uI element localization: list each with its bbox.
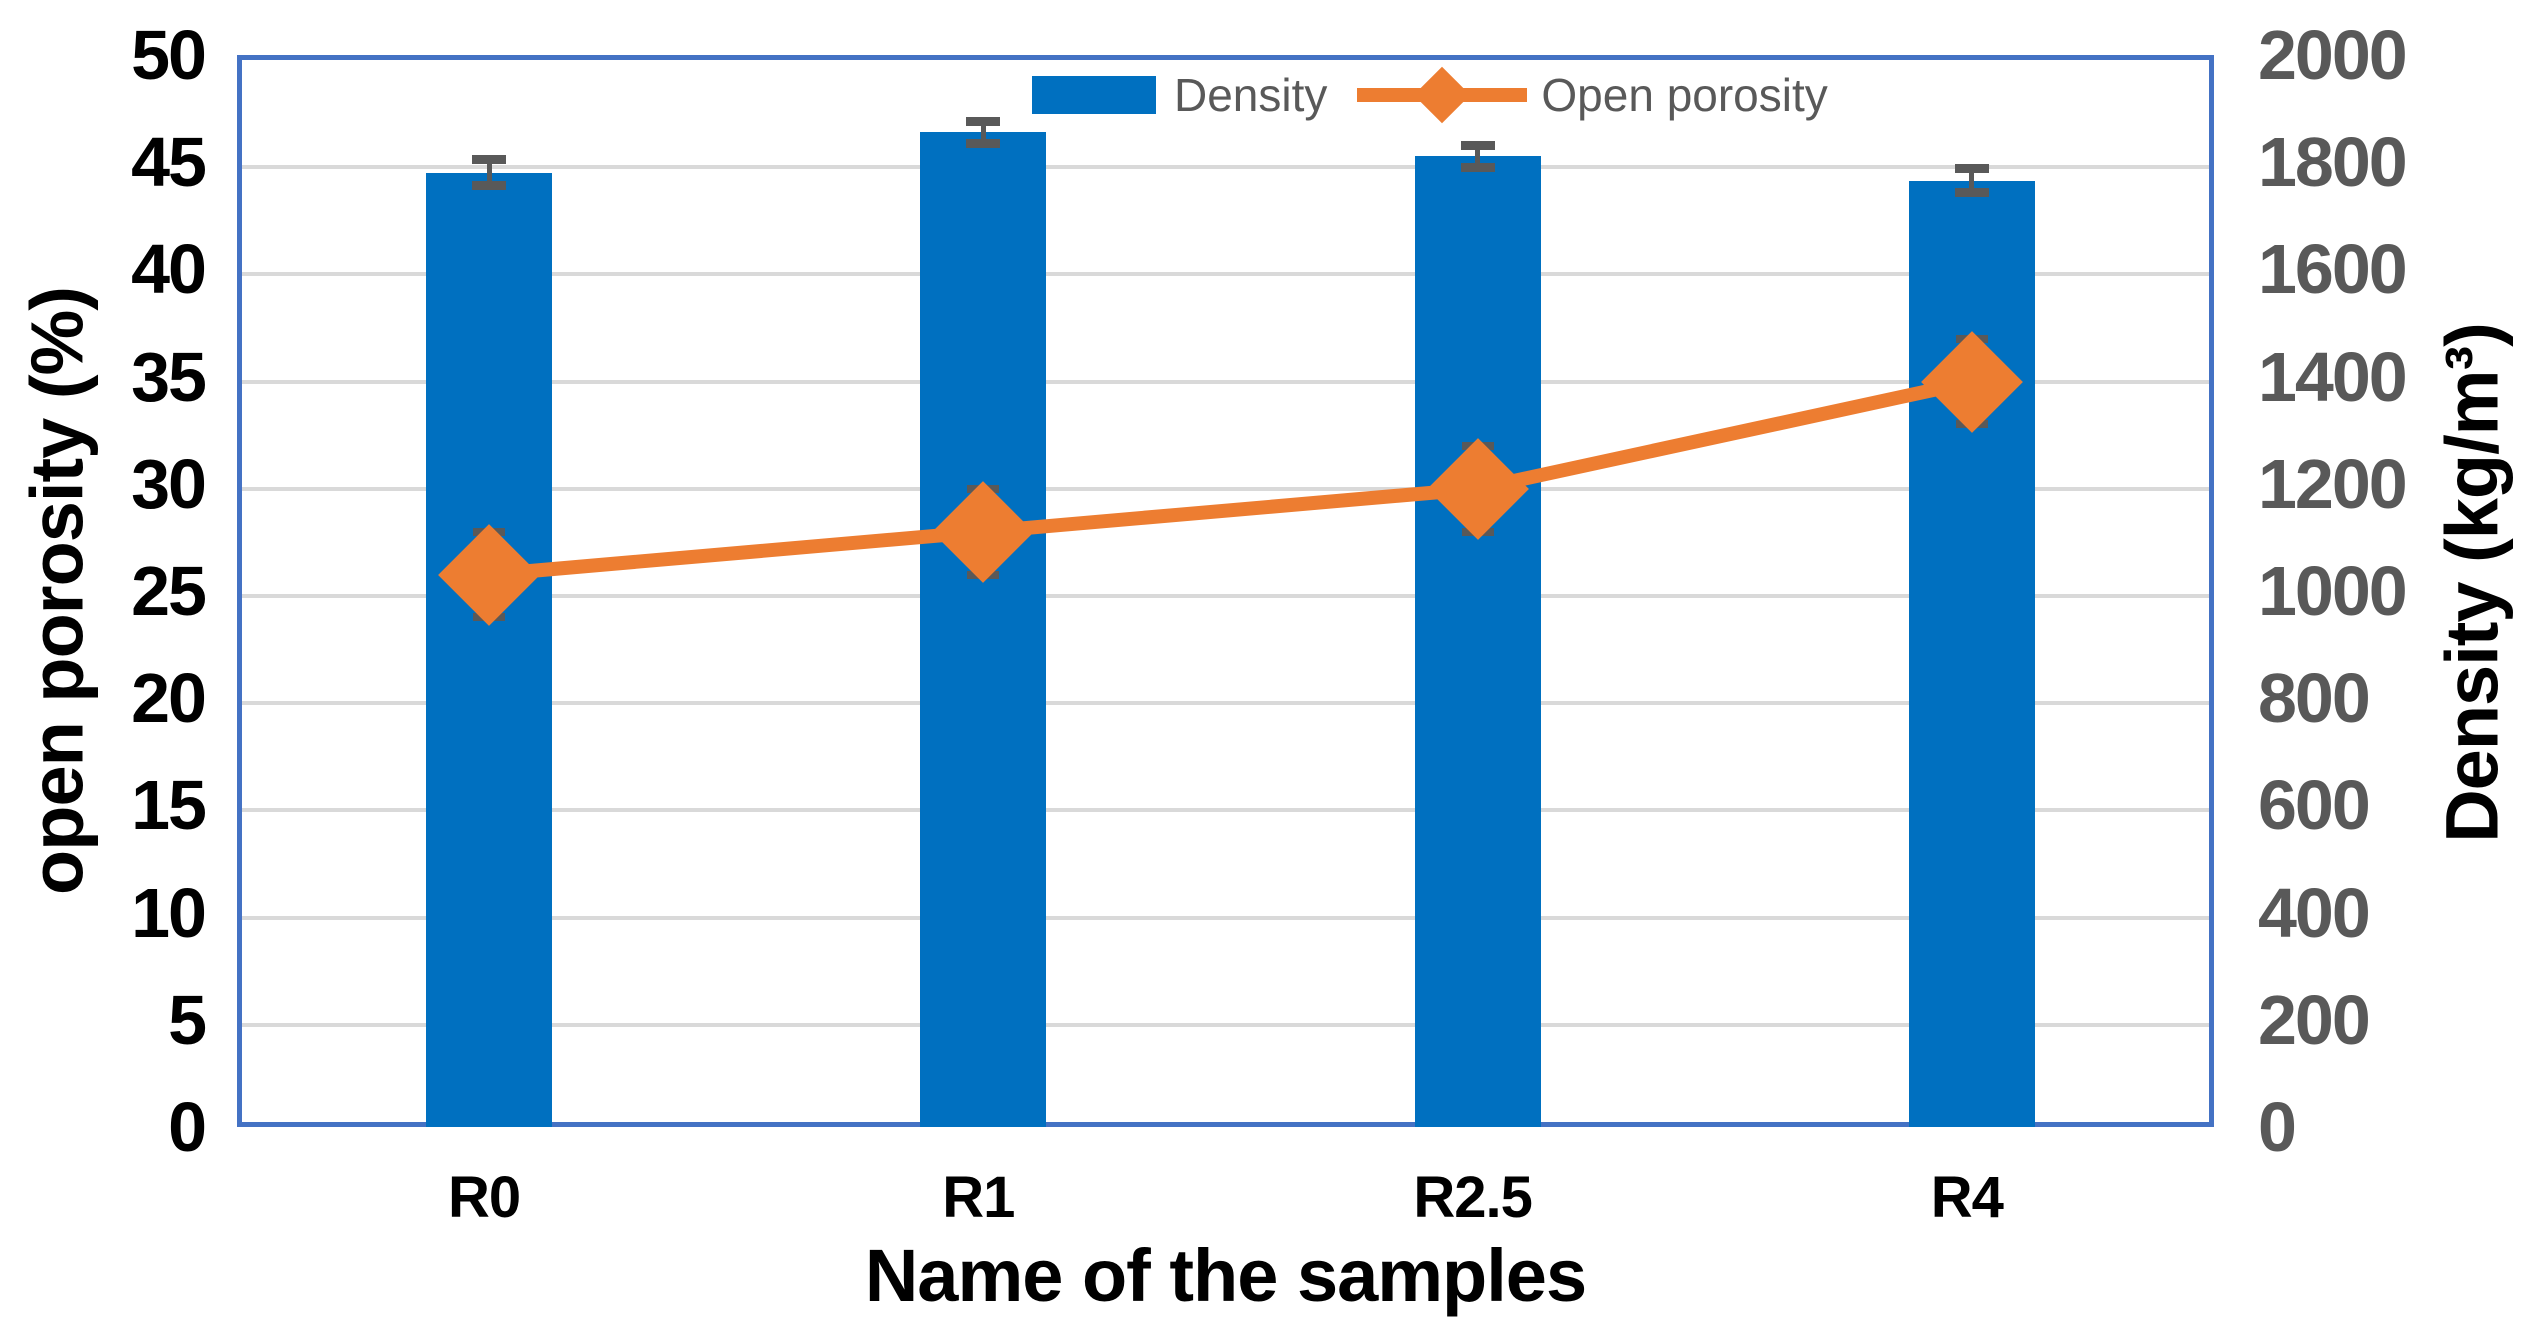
y-axis-tick-label-right: 1200 <box>2258 444 2408 523</box>
y-axis-tick-label-left: 35 <box>131 337 207 416</box>
y-axis-tick-label-right: 1600 <box>2258 230 2408 309</box>
legend-porosity-marker <box>1357 66 1528 124</box>
x-axis-tick-label: R0 <box>448 1165 521 1230</box>
y-axis-tick-label-left: 50 <box>131 16 207 94</box>
y-axis-tick-label-right: 600 <box>2258 766 2371 845</box>
y-axis-tick-label-right: 1000 <box>2258 552 2408 630</box>
gridline <box>242 165 2209 170</box>
y-axis-tick-label-left: 40 <box>131 230 207 309</box>
density-error-bar-cap <box>966 116 1001 126</box>
y-axis-tick-label-left: 45 <box>131 123 207 202</box>
y-axis-tick-label-left: 20 <box>131 659 207 738</box>
density-error-bar-cap <box>1954 187 1989 197</box>
y-axis-tick-label-right: 1800 <box>2258 123 2408 202</box>
legend: Density Open porosity <box>1032 66 1828 124</box>
x-axis-tick-label: R1 <box>942 1165 1015 1230</box>
gridline <box>242 594 2209 598</box>
y-axis-tick-label-right: 2000 <box>2258 16 2408 94</box>
plot-area <box>237 55 2214 1127</box>
y-axis-tick-label-left: 15 <box>131 766 207 845</box>
density-error-bar-cap <box>472 155 507 165</box>
y-axis-tick-label-right: 0 <box>2258 1088 2297 1166</box>
density-error-bar-cap <box>966 139 1001 149</box>
legend-density-swatch <box>1032 76 1156 114</box>
y-axis-tick-label-right: 200 <box>2258 980 2371 1059</box>
porosity-line <box>488 374 1974 582</box>
gridline <box>242 1022 2209 1027</box>
gridline <box>242 808 2209 813</box>
y-axis-tick-label-left: 30 <box>131 444 207 523</box>
gridline <box>242 379 2209 384</box>
x-axis-tick-label: R4 <box>1930 1165 2004 1230</box>
legend-porosity-label: Open porosity <box>1541 69 1828 121</box>
density-error-bar-cap <box>1954 164 1989 174</box>
density-error-bar <box>486 159 492 186</box>
density-error-bar <box>1475 145 1481 168</box>
density-error-bar-cap <box>1460 141 1495 151</box>
x-axis-tick-label: R2.5 <box>1413 1165 1533 1230</box>
density-bar <box>426 172 553 1127</box>
density-bar <box>1414 156 1541 1127</box>
x-axis-title: Name of the samples <box>864 1234 1587 1317</box>
density-error-bar <box>980 120 986 145</box>
gridline <box>242 486 2209 491</box>
legend-diamond-icon <box>1414 66 1471 124</box>
gridline <box>242 701 2209 706</box>
gridline <box>242 272 2209 277</box>
density-error-bar-cap <box>472 180 507 190</box>
y-axis-tick-label-right: 1400 <box>2258 337 2408 416</box>
y-axis-tick-label-left: 5 <box>168 980 207 1059</box>
y-axis-tick-label-left: 0 <box>168 1088 207 1166</box>
gridline <box>242 915 2209 920</box>
y-axis-tick-label-right: 400 <box>2258 873 2371 952</box>
y-axis-tick-label-left: 10 <box>131 873 207 952</box>
legend-density-label: Density <box>1174 69 1328 121</box>
y-axis-tick-label-right: 800 <box>2258 659 2371 738</box>
density-error-bar-cap <box>1460 162 1495 172</box>
density-bar <box>920 132 1047 1127</box>
density-error-bar <box>1969 168 1975 193</box>
y-axis-tick-label-left: 25 <box>131 552 207 630</box>
